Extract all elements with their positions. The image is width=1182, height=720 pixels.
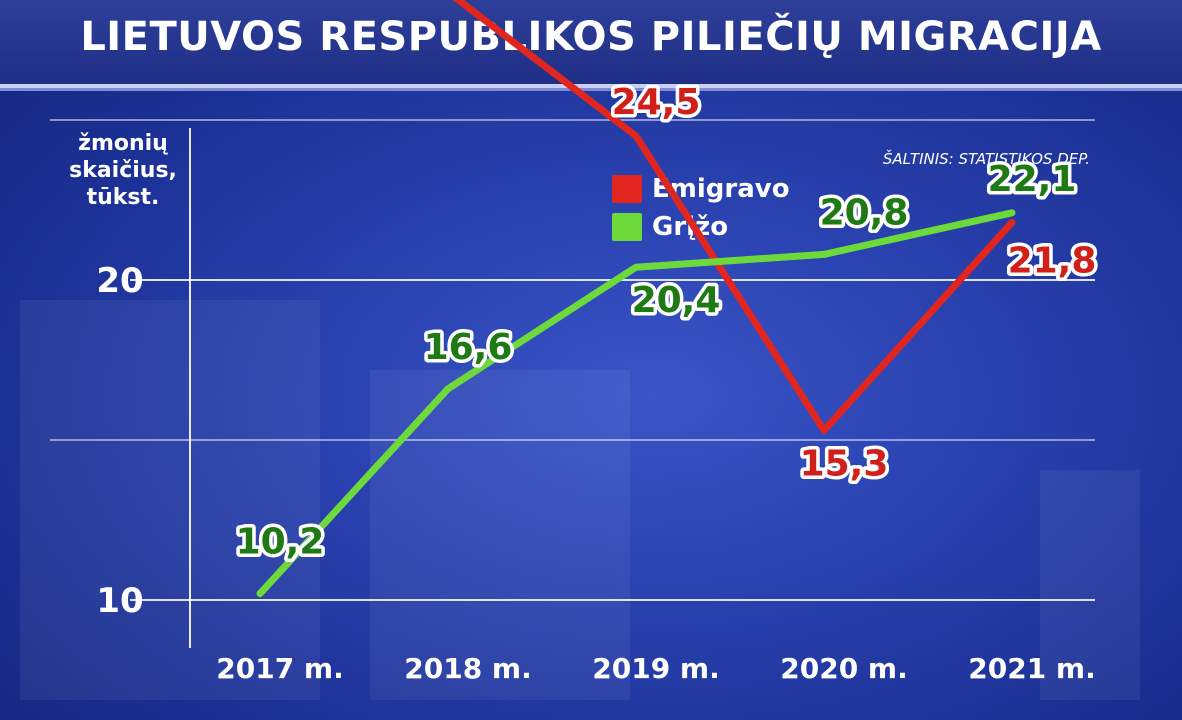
- x-category-label: 2020 m.: [780, 652, 908, 685]
- data-label: 15,3: [800, 443, 889, 484]
- background-panel: [1040, 470, 1140, 700]
- x-category-label: 2018 m.: [404, 652, 532, 685]
- title-bar: LIETUVOS RESPUBLIKOS PILIEČIŲ MIGRACIJA: [0, 0, 1182, 88]
- x-category-label: 2021 m.: [968, 652, 1096, 685]
- unit-line: skaičius,: [69, 158, 177, 183]
- unit-line: žmonių: [78, 131, 168, 156]
- data-label: 16,6: [424, 327, 513, 368]
- y-axis-unit-label: žmonių skaičius, tūkst.: [58, 130, 188, 211]
- legend-swatch-red: [612, 175, 642, 203]
- source-note: ŠALTINIS: STATISTIKOS DEP.: [882, 150, 1090, 168]
- data-label: 20,4: [632, 280, 721, 321]
- legend-swatch-green: [612, 213, 642, 241]
- data-label: 20,8: [820, 192, 909, 233]
- series-line-emigravo: [452, 0, 1016, 434]
- series-line-grįžo: [256, 209, 1016, 598]
- data-label: 21,8: [1008, 240, 1097, 281]
- x-category-label: 2019 m.: [592, 652, 720, 685]
- x-category-label: 2017 m.: [216, 652, 344, 685]
- legend: Emigravo Grįžo: [612, 170, 790, 246]
- data-label: 24,5: [612, 82, 701, 123]
- background-panel: [20, 300, 320, 700]
- data-label: 22,1: [988, 159, 1077, 200]
- data-label: 10,2: [236, 522, 325, 563]
- y-tick-label: 10: [96, 581, 143, 621]
- chart-title: LIETUVOS RESPUBLIKOS PILIEČIŲ MIGRACIJA: [80, 14, 1102, 60]
- unit-line: tūkst.: [86, 185, 160, 210]
- y-tick-label: 20: [96, 261, 143, 301]
